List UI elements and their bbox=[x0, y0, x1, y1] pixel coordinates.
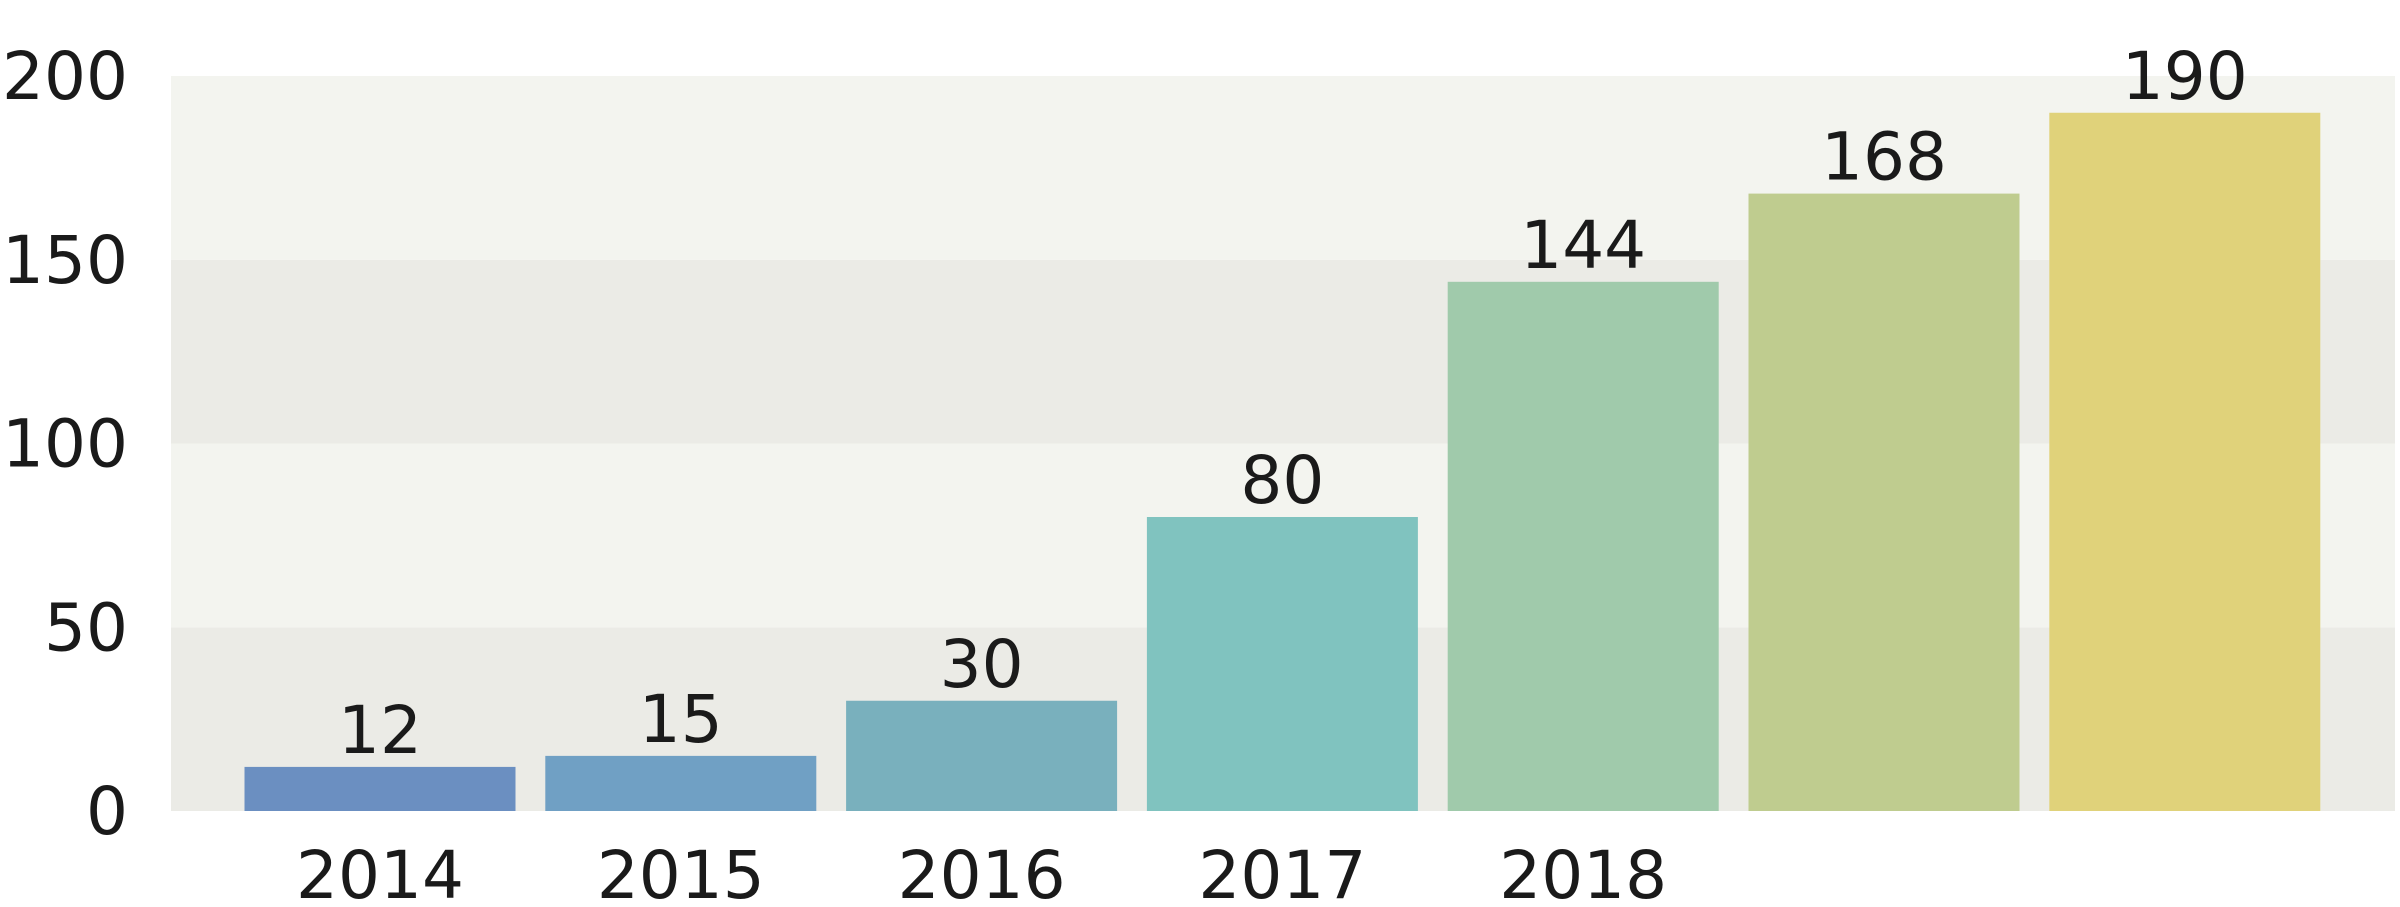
y-tick-label: 150 bbox=[2, 222, 128, 299]
grid-band bbox=[171, 76, 2395, 260]
y-tick-label: 0 bbox=[86, 773, 128, 850]
x-tick-label: 2018 bbox=[1499, 837, 1667, 907]
value-label: 80 bbox=[1240, 442, 1324, 519]
bar bbox=[846, 700, 1118, 811]
y-tick-label: 200 bbox=[2, 38, 128, 115]
y-tick-label: 100 bbox=[2, 406, 128, 483]
value-label: 168 bbox=[1821, 119, 1947, 196]
value-label: 30 bbox=[940, 626, 1024, 703]
value-label: 12 bbox=[338, 692, 422, 769]
bar bbox=[545, 755, 817, 811]
value-label: 144 bbox=[1520, 207, 1646, 284]
x-tick-label: 2015 bbox=[597, 837, 765, 907]
value-label: 15 bbox=[639, 681, 723, 758]
bar bbox=[1447, 281, 1719, 811]
bar bbox=[244, 766, 516, 811]
bar bbox=[1146, 517, 1418, 811]
y-tick-label: 50 bbox=[44, 589, 128, 666]
x-tick-label: 2014 bbox=[296, 837, 464, 907]
grid-band bbox=[171, 259, 2395, 444]
bar bbox=[1748, 193, 2020, 812]
x-tick-label: 2017 bbox=[1198, 837, 1366, 907]
x-tick-label: 2016 bbox=[898, 837, 1066, 907]
value-label: 190 bbox=[2122, 38, 2248, 115]
bar bbox=[2049, 112, 2321, 811]
